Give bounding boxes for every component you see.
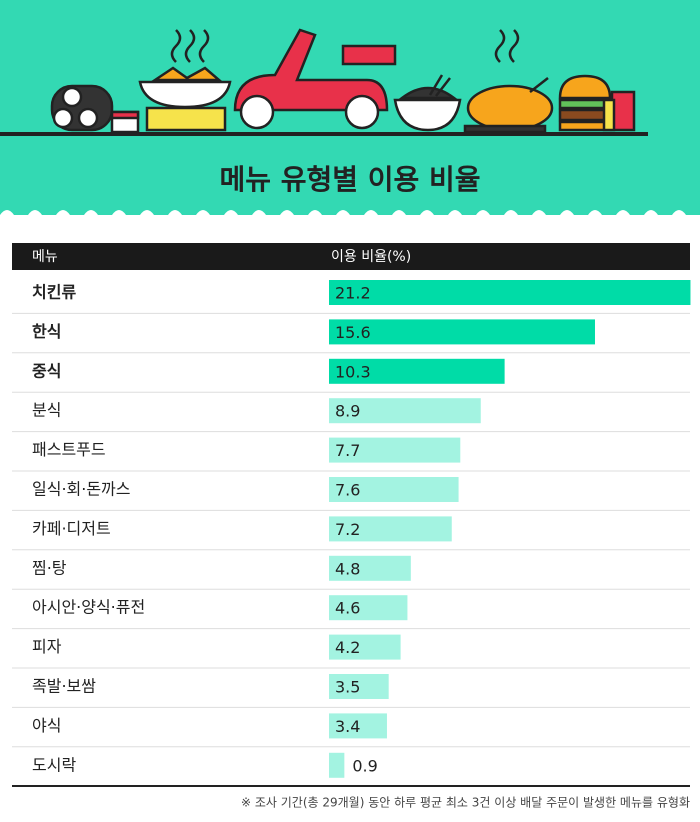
footnote: ※ 조사 기간(총 29개월) 동안 하루 평균 최소 3건 이상 배달 주문이… bbox=[241, 796, 690, 810]
category-label: 분식 bbox=[32, 401, 61, 420]
value-label: 21.2 bbox=[335, 284, 371, 303]
category-label: 족발·보쌈 bbox=[32, 677, 96, 696]
wave-edge bbox=[0, 210, 700, 230]
value-label: 7.7 bbox=[335, 441, 360, 460]
rows: 치킨류 21.2 한식 15.6 중식 10.3 분식 8.9 패스트푸드 7.7 일식·회·돈까스… bbox=[12, 280, 691, 778]
category-label: 피자 bbox=[32, 637, 62, 656]
bar bbox=[329, 319, 595, 345]
bar bbox=[329, 555, 411, 581]
category-label: 한식 bbox=[32, 322, 61, 341]
value-label: 15.6 bbox=[335, 323, 371, 342]
value-label: 7.2 bbox=[335, 520, 360, 539]
category-label: 카페·디저트 bbox=[32, 519, 111, 538]
value-label: 4.8 bbox=[335, 559, 360, 578]
bar bbox=[329, 713, 387, 739]
food-illustration bbox=[0, 28, 648, 136]
category-label: 패스트푸드 bbox=[32, 440, 106, 459]
value-label: 8.9 bbox=[335, 402, 360, 421]
bar bbox=[329, 358, 505, 384]
category-label: 치킨류 bbox=[32, 283, 76, 302]
bar bbox=[329, 674, 389, 699]
category-label: 일식·회·돈까스 bbox=[32, 480, 131, 499]
value-header: 이용 비율(%) bbox=[331, 249, 411, 265]
chart-title: 메뉴 유형별 이용 비율 bbox=[219, 163, 480, 196]
value-label: 10.3 bbox=[335, 362, 371, 381]
value-label: 4.2 bbox=[335, 638, 360, 657]
bar bbox=[329, 398, 481, 424]
value-label: 3.4 bbox=[335, 717, 360, 736]
bar bbox=[329, 516, 452, 542]
value-label: 0.9 bbox=[352, 756, 377, 775]
table-header bbox=[12, 243, 690, 270]
value-label: 7.6 bbox=[335, 481, 360, 500]
category-label: 도시락 bbox=[32, 755, 76, 774]
bar bbox=[329, 634, 401, 660]
category-label: 찜·탕 bbox=[32, 558, 67, 577]
category-label: 아시안·양식·퓨전 bbox=[32, 598, 145, 617]
category-header: 메뉴 bbox=[32, 249, 58, 265]
value-label: 3.5 bbox=[335, 678, 360, 697]
bar bbox=[329, 437, 461, 463]
category-label: 중식 bbox=[32, 361, 61, 380]
bar bbox=[329, 752, 345, 778]
bar bbox=[329, 477, 459, 502]
bar bbox=[329, 280, 691, 305]
bar bbox=[329, 595, 408, 621]
category-label: 야식 bbox=[32, 716, 61, 735]
value-label: 4.6 bbox=[335, 599, 360, 618]
